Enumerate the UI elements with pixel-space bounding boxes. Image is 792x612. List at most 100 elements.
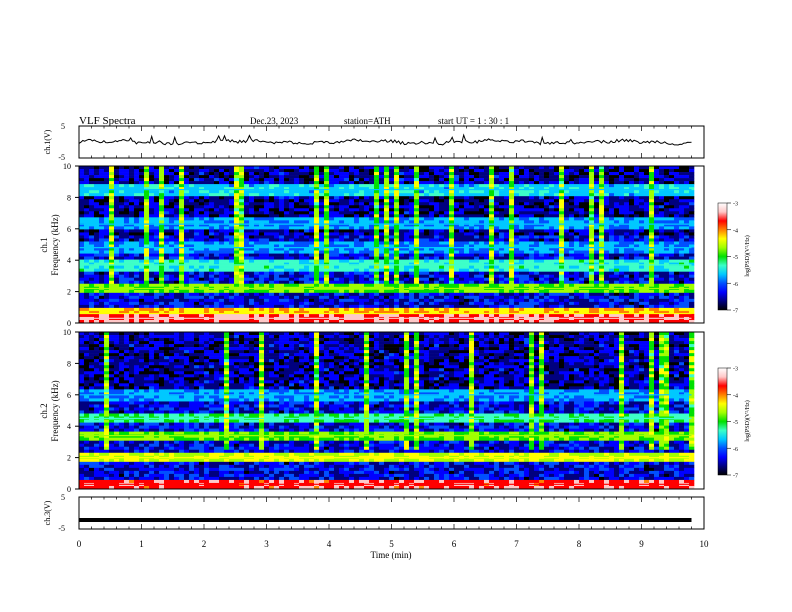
spectrogram-cell (99, 283, 105, 288)
spectrogram-cell (529, 277, 535, 282)
spectrogram-cell (309, 187, 315, 191)
spectrogram-cell (319, 241, 325, 245)
spectrogram-cell (494, 256, 500, 260)
spectrogram-cell (279, 205, 285, 209)
spectrogram-cell (354, 283, 360, 288)
spectrogram-cell (144, 214, 150, 218)
spectrogram-cell (469, 274, 475, 279)
spectrogram-cell (134, 292, 140, 297)
spectrogram-cell (394, 253, 400, 257)
spectrogram-cell (339, 259, 345, 263)
spectrogram-cell (534, 211, 540, 215)
spectrogram-cell (404, 298, 410, 303)
spectrogram-cell (534, 313, 540, 318)
spectrogram-cell (209, 229, 215, 233)
spectrogram-cell (394, 283, 400, 288)
spectrogram-cell (94, 289, 100, 294)
spectrogram-cell (404, 214, 410, 218)
spectrogram-cell (124, 253, 130, 257)
spectrogram-cell (209, 250, 215, 254)
spectrogram-cell (544, 244, 550, 248)
spectrogram-cell (379, 190, 385, 194)
spectrogram-cell (209, 208, 215, 212)
spectrogram-cell (184, 226, 190, 230)
spectrogram-cell (139, 229, 145, 233)
spectrogram-cell (519, 181, 525, 185)
spectrogram-cell (309, 190, 315, 194)
spectrogram-cell (434, 205, 440, 209)
spectrogram-cell (319, 232, 325, 236)
spectrogram-cell (394, 319, 400, 324)
spectrogram-cell (489, 208, 495, 212)
spectrogram-cell (539, 313, 545, 318)
spectrogram-cell (124, 229, 130, 233)
spectrogram-cell (429, 166, 435, 170)
spectrogram-cell (199, 292, 205, 297)
spectrogram-cell (209, 202, 215, 206)
spectrogram-cell (479, 277, 485, 282)
spectrogram-cell (239, 235, 245, 239)
spectrogram-cell (189, 220, 195, 224)
spectrogram-cell (284, 244, 290, 248)
spectrogram-cell (474, 238, 480, 242)
spectrogram-cell (104, 169, 110, 173)
spectrogram-cell (424, 277, 430, 282)
spectrogram-cell (254, 184, 260, 188)
spectrogram-cell (434, 193, 440, 197)
spectrogram-cell (154, 313, 160, 318)
spectrogram-cell (259, 283, 265, 288)
spectrogram-cell (319, 304, 325, 309)
spectrogram-cell (209, 310, 215, 315)
spectrogram-cell (119, 247, 125, 251)
spectrogram-cell (329, 196, 335, 200)
spectrogram-cell (444, 184, 450, 188)
spectrogram-cell (394, 205, 400, 209)
spectrogram-cell (389, 190, 395, 194)
spectrogram-cell (469, 217, 475, 221)
spectrogram-cell (269, 235, 275, 239)
spectrogram-cell (499, 211, 505, 215)
spectrogram-cell (99, 301, 105, 306)
spectrogram-cell (94, 190, 100, 194)
spectrogram-cell (394, 184, 400, 188)
spectrogram-cell (514, 172, 520, 176)
spectrogram-cell (399, 202, 405, 206)
spectrogram-cell (539, 262, 545, 266)
spectrogram-cell (334, 199, 340, 203)
spectrogram-cell (229, 292, 235, 297)
spectrogram-cell (124, 184, 130, 188)
spectrogram-cell (299, 298, 305, 303)
spectrogram-cell (164, 292, 170, 297)
spectrogram-cell (399, 262, 405, 266)
spectrogram-cell (424, 166, 430, 170)
spectrogram-cell (169, 241, 175, 245)
spectrogram-cell (154, 208, 160, 212)
spectrogram-cell (314, 289, 320, 294)
spectrogram-cell (309, 289, 315, 294)
spectrogram-cell (509, 232, 515, 236)
spectrogram-cell (224, 226, 230, 230)
spectrogram-cell (119, 283, 125, 288)
spectrogram-cell (464, 166, 470, 170)
spectrogram-cell (469, 319, 475, 324)
spectrogram-cell (459, 184, 465, 188)
spectrogram-cell (404, 319, 410, 324)
spectrogram-cell (109, 283, 115, 288)
spectrogram-cell (224, 277, 230, 282)
spectrogram-cell (454, 220, 460, 224)
spectrogram-cell (454, 229, 460, 233)
spectrogram-cell (114, 172, 120, 176)
spectrogram-cell (499, 223, 505, 227)
spectrogram-cell (99, 178, 105, 182)
spectrogram-cell (469, 262, 475, 266)
spectrogram-cell (344, 175, 350, 179)
spectrogram-cell (299, 178, 305, 182)
spectrogram-cell (124, 190, 130, 194)
spectrogram-cell (534, 307, 540, 312)
spectrogram-cell (254, 208, 260, 212)
spectrogram-cell (489, 217, 495, 221)
spectrogram-cell (94, 223, 100, 227)
spectrogram-cell (219, 274, 225, 279)
spectrogram-cell (489, 253, 495, 257)
spectrogram-cell (199, 217, 205, 221)
